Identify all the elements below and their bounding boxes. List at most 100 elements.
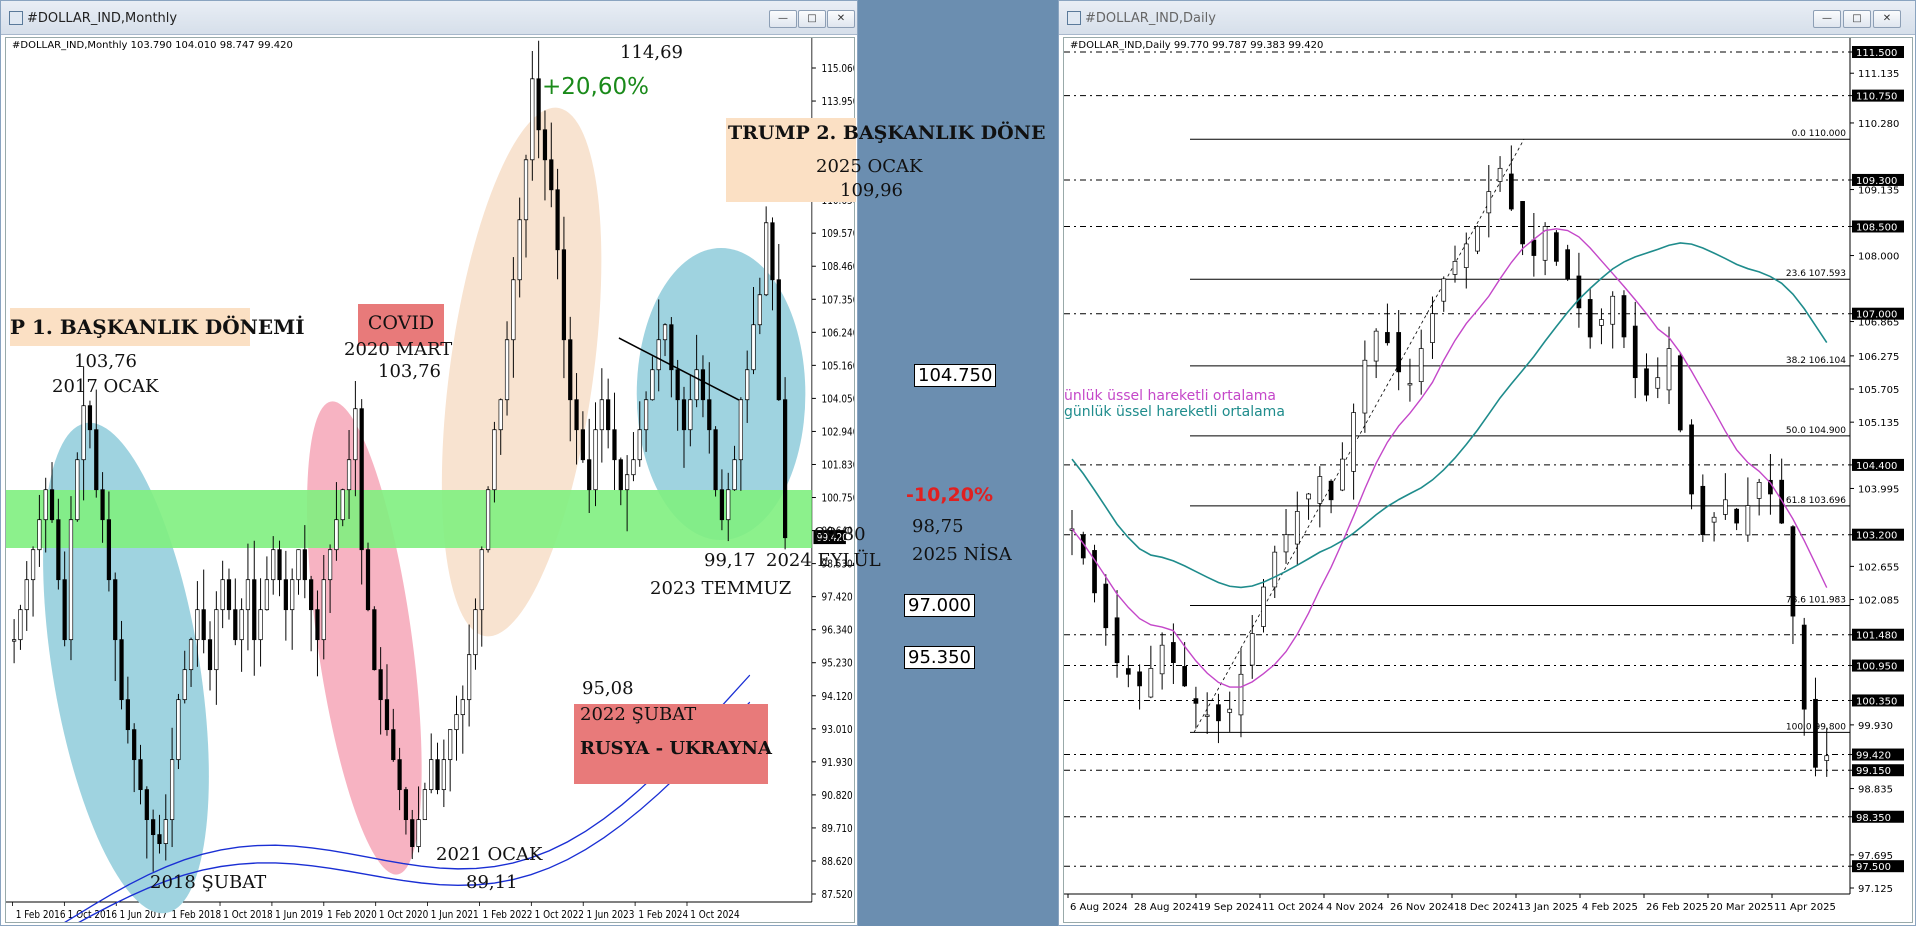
temmuz-label: 2023 TEMMUZ [650,578,792,599]
price-tick-label: 104.050 [822,394,854,406]
price-tick-label: 96.340 [822,625,853,637]
candle-body [530,78,535,161]
daily-chart-canvas[interactable]: 111.500 111.135 110.750 110.280 109.300109.1… [1064,38,1912,922]
trump1-title: P 1. BAŞKANLIK DÖNEMİ [10,315,305,339]
candle-body [56,519,61,581]
monthly-chart-area[interactable]: 115.060113.950112.870111.760110.650109.5… [5,37,1046,923]
candle-body [81,405,86,461]
candle-body [536,78,541,131]
covid-ellipse [307,401,422,875]
candle-body [1587,299,1593,338]
candle-body [631,459,636,476]
candle-body [403,789,409,821]
price-tick-label: 102.085 [1858,596,1899,607]
candle-body [511,279,516,341]
price-tick-label: 103.995 [1858,484,1899,495]
candle-body [359,408,364,551]
time-tick-label: 20 Mar 2025 [1710,902,1773,913]
candle-body [1497,167,1503,182]
candle-body [745,369,750,401]
candle-body [11,639,17,642]
close-button[interactable]: ✕ [827,10,855,28]
time-tick-label: 1 Jun 2017 [119,909,167,921]
candle-body [1385,332,1390,344]
war-box [574,704,768,784]
candle-body [207,639,213,671]
eylul-label: 2024 EYLÜL [766,550,881,571]
trump1-title-box: P 1. BAŞKANLIK DÖNEMİ [10,308,305,346]
candle-body [770,222,775,281]
price-tick-label: 102.655 [1858,562,1899,573]
candle-body [1340,458,1345,491]
price-box-95350: 95.350 [904,646,975,669]
monthly-chart-canvas[interactable]: 115.060113.950112.870111.760110.650109.5… [6,38,854,922]
price-tick-label: 101.830 [822,460,854,472]
maximize-button[interactable]: □ [1843,10,1871,28]
time-tick-label: 1 Jun 2021 [431,909,479,921]
candle-body [245,579,251,611]
candle-body [37,519,42,551]
price-tick-label: 108.000 [1858,252,1899,263]
trump2-date: 2025 OCAK [816,156,923,177]
ema-teal-line [1071,242,1828,589]
daily-chart-window[interactable]: #DOLLAR_IND,Daily — □ ✕ 111.500 111.135 11… [1058,0,1916,926]
candle-body [391,729,396,761]
title-bar[interactable]: #DOLLAR_IND,Monthly — □ ✕ [1,1,857,35]
price-tick-label: 111.135 [1858,69,1899,80]
close-button[interactable]: ✕ [1873,10,1901,28]
candle-body [1430,313,1435,343]
candle-body [681,399,687,431]
level-price-label: 108.500 [1856,222,1897,233]
fib-anchor-line [1193,139,1525,733]
candle-body [372,609,377,671]
covid-title: COVID [367,312,435,334]
level-price-marker [1852,89,1904,102]
price-tick-label: 98.835 [1858,785,1893,796]
candle-body [327,549,333,581]
support-zone [6,490,812,548]
symbol-info: #DOLLAR_IND,Daily 99.770 99.787 99.383 9… [1070,40,1324,51]
price-tick-label: 94.120 [822,691,853,703]
value-99-17: 99,17 [704,550,756,571]
candle-body [138,759,143,791]
candle-body [365,549,371,611]
candle-body [87,405,93,431]
level-price-label: 100.350 [1856,696,1897,707]
candle-body [346,459,352,491]
nisan-label: 2025 NİSA [912,544,1012,565]
monthly-chart-window[interactable]: #DOLLAR_IND,Monthly — □ ✕ 115.060 113.950… [0,0,1046,926]
candle-body [1689,424,1694,495]
time-tick-label: 1 Jun 2023 [586,909,634,921]
level-price-marker [1852,860,1904,873]
moving-average-line-1 [64,674,751,922]
minimize-button[interactable]: — [769,10,797,28]
title-bar[interactable]: #DOLLAR_IND,Daily — □ ✕ [1059,1,1915,35]
candle-body [1396,332,1402,373]
candle-body [625,474,630,491]
minimize-button[interactable]: — [1813,10,1841,28]
candle-body [119,639,124,701]
candle-body [151,819,156,836]
daily-chart-area[interactable]: 111.500 111.135 110.750 110.280 109.300 109.1… [1063,37,1913,923]
candle-body [220,579,225,611]
candle-body [1452,261,1458,275]
price-box-104750-text: 104.750 [918,365,993,386]
maximize-button[interactable]: □ [798,10,826,28]
candle-body [1711,516,1717,523]
candle-body [410,819,415,848]
candle-body [1362,359,1368,414]
candle-body [587,459,592,491]
candle-body [498,399,503,431]
candle-body [176,699,181,761]
candle-body [144,789,149,821]
candle-body [1565,249,1570,280]
ma-label-1: ünlük üssel hareketli ortalama [1064,388,1277,404]
price-box-95350-text: 95.350 [908,647,971,668]
candle-body [30,549,36,581]
candle-body [1475,226,1480,252]
time-tick-label: 1 Oct 2020 [379,909,428,921]
candle-body [713,429,718,491]
candle-body [1306,493,1311,500]
trump2-title: TRUMP 2. BAŞKANLIK DÖNE [728,122,1046,144]
candle-body [1373,330,1379,362]
